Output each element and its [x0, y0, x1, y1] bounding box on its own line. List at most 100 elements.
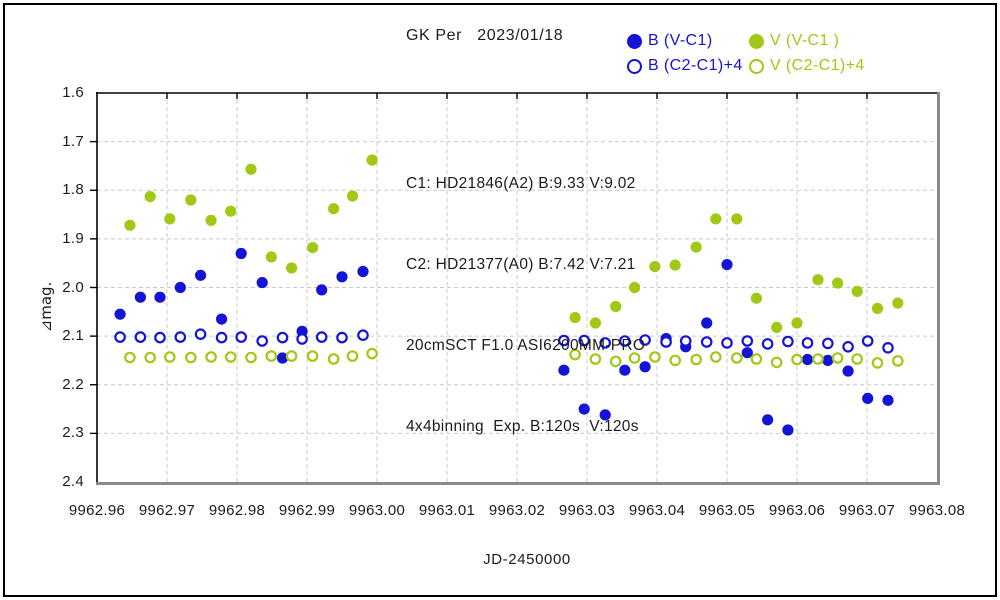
- data-point-b-filled: [862, 392, 874, 404]
- data-point-b-filled: [256, 277, 268, 289]
- data-point-b-open: [761, 338, 774, 350]
- x-tick-label: 9962.99: [278, 502, 336, 519]
- legend-item-b-c2c1: B (C2-C1)+4: [627, 57, 743, 75]
- data-point-b-open: [174, 331, 187, 343]
- data-point-v-open: [589, 353, 602, 365]
- data-point-v-open: [185, 351, 197, 364]
- data-point-b-filled: [701, 317, 713, 329]
- data-point-v-filled: [185, 194, 197, 206]
- y-tick-label: 1.6: [62, 84, 84, 101]
- data-point-b-filled: [216, 313, 228, 325]
- data-point-v-filled: [286, 262, 298, 274]
- data-point-v-open: [851, 353, 863, 365]
- data-point-v-open: [327, 353, 340, 365]
- data-point-v-filled: [307, 242, 319, 254]
- data-point-b-filled: [578, 403, 590, 415]
- data-point-b-filled: [235, 247, 247, 260]
- annotation-block: C1: HD21846(A2) B:9.33 V:9.02 C2: HD2137…: [406, 116, 645, 494]
- data-point-b-open: [578, 334, 590, 347]
- data-point-b-open: [599, 337, 611, 349]
- data-point-b-open: [782, 335, 794, 348]
- data-point-v-filled: [791, 317, 803, 329]
- open-circle-icon: [749, 58, 764, 74]
- x-tick-label: 9963.06: [768, 502, 826, 519]
- x-tick-label: 9963.08: [908, 502, 966, 519]
- data-point-v-filled: [649, 261, 661, 273]
- data-point-v-filled: [610, 300, 622, 313]
- data-point-v-filled: [346, 190, 359, 202]
- data-point-v-filled: [205, 214, 217, 226]
- data-point-v-open: [205, 351, 217, 363]
- data-point-v-open: [346, 350, 359, 362]
- data-point-b-open: [721, 337, 733, 349]
- x-tick-label: 9962.98: [208, 502, 266, 519]
- data-point-b-filled: [174, 281, 186, 294]
- data-point-v-filled: [124, 219, 136, 231]
- data-point-v-open: [791, 353, 803, 366]
- data-point-v-open: [831, 352, 844, 364]
- data-point-v-filled: [710, 213, 722, 225]
- data-point-b-open: [154, 331, 166, 344]
- y-tick-label: 2.2: [62, 375, 84, 393]
- data-point-b-open: [134, 331, 147, 343]
- data-point-b-open: [114, 331, 126, 343]
- data-point-b-filled: [114, 308, 126, 320]
- data-point-b-open: [842, 340, 854, 353]
- data-point-b-open: [296, 333, 308, 345]
- data-point-b-filled: [276, 352, 289, 364]
- y-tick-label: 2.1: [62, 327, 84, 345]
- data-point-b-open: [639, 334, 651, 346]
- annotation-line-c2: C2: HD21377(A0) B:7.42 V:7.21: [406, 256, 636, 273]
- data-point-b-filled: [336, 271, 348, 283]
- data-point-v-filled: [750, 292, 763, 304]
- data-point-v-open: [609, 355, 622, 368]
- data-point-v-filled: [669, 259, 681, 271]
- data-point-b-open: [801, 337, 814, 349]
- data-point-b-open: [357, 329, 369, 341]
- x-tick-label: 9963.03: [558, 502, 616, 519]
- data-point-v-filled: [851, 285, 863, 297]
- data-point-b-filled: [316, 284, 328, 296]
- annotation-line-equipment: 20cmSCT F1.0 ASI6200MM-PRO: [406, 337, 646, 354]
- x-tick-label: 9963.02: [488, 502, 546, 519]
- data-point-v-open: [812, 353, 824, 365]
- data-point-b-open: [215, 331, 228, 344]
- open-circle-icon: [627, 58, 642, 74]
- data-point-v-open: [750, 353, 763, 365]
- data-point-b-filled: [741, 347, 753, 359]
- data-point-v-open: [628, 352, 641, 364]
- data-point-b-filled: [558, 364, 570, 376]
- data-point-b-open: [558, 334, 570, 347]
- data-point-v-filled: [771, 321, 783, 333]
- filled-circle-icon: [627, 33, 642, 49]
- data-point-v-filled: [569, 312, 581, 324]
- data-point-b-open: [861, 335, 874, 347]
- data-point-b-filled: [619, 364, 631, 376]
- annotation-line-exposure: 4x4binning Exp. B:120s V:120s: [406, 418, 639, 435]
- data-point-b-open: [700, 336, 713, 348]
- data-point-b-filled: [721, 259, 733, 271]
- x-tick-label: 9963.00: [348, 502, 406, 519]
- data-point-b-filled: [357, 265, 369, 278]
- data-point-b-open: [315, 331, 328, 343]
- data-point-v-filled: [144, 191, 156, 203]
- data-point-b-filled: [599, 409, 611, 421]
- data-point-v-open: [245, 351, 257, 364]
- x-axis-label: JD-2450000: [483, 551, 571, 568]
- data-point-v-open: [224, 351, 237, 363]
- data-point-b-filled: [154, 291, 166, 303]
- data-point-v-filled: [871, 302, 884, 314]
- x-tick-label: 9963.07: [838, 502, 896, 519]
- y-tick-label: 2.3: [62, 424, 84, 442]
- data-point-v-open: [265, 350, 278, 362]
- data-point-b-open: [618, 335, 631, 347]
- annotation-line-c1: C1: HD21846(A2) B:9.33 V:9.02: [406, 175, 636, 192]
- data-point-v-open: [730, 352, 743, 364]
- data-point-v-open: [569, 348, 581, 361]
- data-point-v-open: [690, 353, 702, 366]
- data-point-v-filled: [225, 205, 237, 217]
- data-point-v-filled: [832, 277, 844, 289]
- data-point-v-filled: [589, 317, 602, 329]
